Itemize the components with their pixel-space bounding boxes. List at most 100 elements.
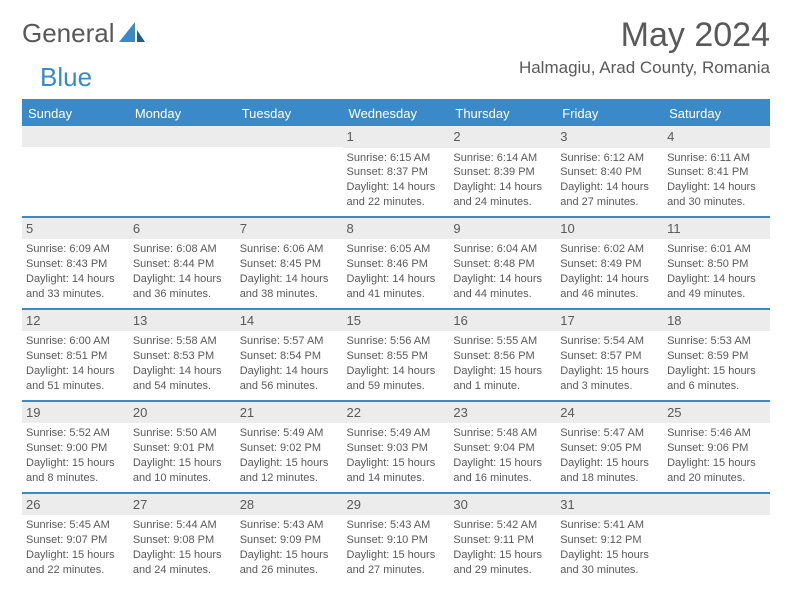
day-number: 9 xyxy=(449,218,556,240)
day-details: Sunrise: 6:06 AMSunset: 8:45 PMDaylight:… xyxy=(240,242,339,301)
day-number: 6 xyxy=(129,218,236,240)
month-title: May 2024 xyxy=(519,18,770,52)
day-cell: 23Sunrise: 5:48 AMSunset: 9:04 PMDayligh… xyxy=(449,402,556,493)
sunrise-line: Sunrise: 6:08 AM xyxy=(133,243,217,255)
sunrise-line: Sunrise: 5:52 AM xyxy=(26,427,110,439)
week-row: 1 Sunrise: 6:15 AMSunset: 8:37 PMDaylight… xyxy=(22,126,770,217)
sunset-line: Sunset: 9:09 PM xyxy=(240,534,321,546)
day-cell: 29Sunrise: 5:43 AMSunset: 9:10 PMDayligh… xyxy=(343,494,450,584)
day-cell: 19Sunrise: 5:52 AMSunset: 9:00 PMDayligh… xyxy=(22,402,129,493)
day-number: 12 xyxy=(22,310,129,332)
day-cell xyxy=(129,126,236,217)
daylight-line: Daylight: 15 hours and 10 minutes. xyxy=(133,457,222,484)
sunrise-line: Sunrise: 5:49 AM xyxy=(240,427,324,439)
sunrise-line: Sunrise: 5:57 AM xyxy=(240,335,324,347)
sunset-line: Sunset: 8:49 PM xyxy=(560,258,641,270)
sunset-line: Sunset: 9:07 PM xyxy=(26,534,107,546)
header-tuesday: Tuesday xyxy=(236,101,343,126)
week-row: 19Sunrise: 5:52 AMSunset: 9:00 PMDayligh… xyxy=(22,402,770,493)
day-cell: 15Sunrise: 5:56 AMSunset: 8:55 PMDayligh… xyxy=(343,310,450,401)
day-details: Sunrise: 6:09 AMSunset: 8:43 PMDaylight:… xyxy=(26,242,125,301)
day-cell xyxy=(663,494,770,584)
day-cell: 22Sunrise: 5:49 AMSunset: 9:03 PMDayligh… xyxy=(343,402,450,493)
day-cell: 24Sunrise: 5:47 AMSunset: 9:05 PMDayligh… xyxy=(556,402,663,493)
daylight-line: Daylight: 14 hours and 49 minutes. xyxy=(667,273,756,300)
daylight-line: Daylight: 15 hours and 8 minutes. xyxy=(26,457,115,484)
sunrise-line: Sunrise: 5:41 AM xyxy=(560,519,644,531)
daylight-line: Daylight: 14 hours and 33 minutes. xyxy=(26,273,115,300)
daylight-line: Daylight: 14 hours and 22 minutes. xyxy=(347,181,436,208)
day-number: 11 xyxy=(663,218,770,240)
day-details: Sunrise: 6:05 AMSunset: 8:46 PMDaylight:… xyxy=(347,242,446,301)
sunset-line: Sunset: 8:56 PM xyxy=(453,350,534,362)
day-details: Sunrise: 5:50 AMSunset: 9:01 PMDaylight:… xyxy=(133,426,232,485)
sunrise-line: Sunrise: 5:56 AM xyxy=(347,335,431,347)
day-details: Sunrise: 5:45 AMSunset: 9:07 PMDaylight:… xyxy=(26,518,125,577)
day-cell: 6Sunrise: 6:08 AMSunset: 8:44 PMDaylight… xyxy=(129,218,236,309)
sunset-line: Sunset: 8:51 PM xyxy=(26,350,107,362)
week-row: 12Sunrise: 6:00 AMSunset: 8:51 PMDayligh… xyxy=(22,310,770,401)
daylight-line: Daylight: 14 hours and 56 minutes. xyxy=(240,365,329,392)
day-number: 17 xyxy=(556,310,663,332)
sunset-line: Sunset: 8:48 PM xyxy=(453,258,534,270)
day-details: Sunrise: 5:54 AMSunset: 8:57 PMDaylight:… xyxy=(560,334,659,393)
day-cell: 26Sunrise: 5:45 AMSunset: 9:07 PMDayligh… xyxy=(22,494,129,584)
day-number: 28 xyxy=(236,494,343,516)
day-details: Sunrise: 5:44 AMSunset: 9:08 PMDaylight:… xyxy=(133,518,232,577)
day-number: 31 xyxy=(556,494,663,516)
daylight-line: Daylight: 14 hours and 27 minutes. xyxy=(560,181,649,208)
day-cell: 3Sunrise: 6:12 AMSunset: 8:40 PMDaylight… xyxy=(556,126,663,217)
day-cell: 14Sunrise: 5:57 AMSunset: 8:54 PMDayligh… xyxy=(236,310,343,401)
sunset-line: Sunset: 8:46 PM xyxy=(347,258,428,270)
day-cell xyxy=(22,126,129,217)
sunset-line: Sunset: 8:57 PM xyxy=(560,350,641,362)
daylight-line: Daylight: 15 hours and 18 minutes. xyxy=(560,457,649,484)
sunset-line: Sunset: 9:04 PM xyxy=(453,442,534,454)
daylight-line: Daylight: 14 hours and 51 minutes. xyxy=(26,365,115,392)
day-cell: 30Sunrise: 5:42 AMSunset: 9:11 PMDayligh… xyxy=(449,494,556,584)
sunset-line: Sunset: 9:02 PM xyxy=(240,442,321,454)
day-cell xyxy=(236,126,343,217)
day-number: 22 xyxy=(343,402,450,424)
day-details: Sunrise: 6:11 AMSunset: 8:41 PMDaylight:… xyxy=(667,151,766,210)
day-cell: 13Sunrise: 5:58 AMSunset: 8:53 PMDayligh… xyxy=(129,310,236,401)
sunrise-line: Sunrise: 5:48 AM xyxy=(453,427,537,439)
day-number: 16 xyxy=(449,310,556,332)
day-details: Sunrise: 5:47 AMSunset: 9:05 PMDaylight:… xyxy=(560,426,659,485)
sunset-line: Sunset: 8:37 PM xyxy=(347,166,428,178)
daylight-line: Daylight: 14 hours and 24 minutes. xyxy=(453,181,542,208)
weekday-header-row: Sunday Monday Tuesday Wednesday Thursday… xyxy=(22,101,770,126)
day-details: Sunrise: 6:08 AMSunset: 8:44 PMDaylight:… xyxy=(133,242,232,301)
header-monday: Monday xyxy=(129,101,236,126)
day-number: 10 xyxy=(556,218,663,240)
day-cell: 12Sunrise: 6:00 AMSunset: 8:51 PMDayligh… xyxy=(22,310,129,401)
daylight-line: Daylight: 15 hours and 20 minutes. xyxy=(667,457,756,484)
sunset-line: Sunset: 9:00 PM xyxy=(26,442,107,454)
day-number: 4 xyxy=(663,126,770,148)
day-cell: 11Sunrise: 6:01 AMSunset: 8:50 PMDayligh… xyxy=(663,218,770,309)
day-number: 3 xyxy=(556,126,663,148)
sunset-line: Sunset: 8:50 PM xyxy=(667,258,748,270)
calendar-body: 1 Sunrise: 6:15 AMSunset: 8:37 PMDaylight… xyxy=(22,126,770,584)
day-number: 1 xyxy=(343,126,450,148)
day-details: Sunrise: 6:04 AMSunset: 8:48 PMDaylight:… xyxy=(453,242,552,301)
sunrise-line: Sunrise: 5:45 AM xyxy=(26,519,110,531)
sunset-line: Sunset: 9:08 PM xyxy=(133,534,214,546)
sunrise-line: Sunrise: 5:49 AM xyxy=(347,427,431,439)
sunset-line: Sunset: 8:41 PM xyxy=(667,166,748,178)
day-details: Sunrise: 6:15 AMSunset: 8:37 PMDaylight:… xyxy=(347,151,446,210)
week-row: 26Sunrise: 5:45 AMSunset: 9:07 PMDayligh… xyxy=(22,494,770,584)
day-number: 20 xyxy=(129,402,236,424)
sunrise-line: Sunrise: 5:54 AM xyxy=(560,335,644,347)
sunset-line: Sunset: 9:12 PM xyxy=(560,534,641,546)
sunrise-line: Sunrise: 5:55 AM xyxy=(453,335,537,347)
sunrise-line: Sunrise: 5:50 AM xyxy=(133,427,217,439)
sunrise-line: Sunrise: 5:58 AM xyxy=(133,335,217,347)
daylight-line: Daylight: 14 hours and 59 minutes. xyxy=(347,365,436,392)
day-number: 25 xyxy=(663,402,770,424)
day-details: Sunrise: 6:14 AMSunset: 8:39 PMDaylight:… xyxy=(453,151,552,210)
day-details: Sunrise: 5:53 AMSunset: 8:59 PMDaylight:… xyxy=(667,334,766,393)
day-details: Sunrise: 5:48 AMSunset: 9:04 PMDaylight:… xyxy=(453,426,552,485)
day-details: Sunrise: 5:43 AMSunset: 9:09 PMDaylight:… xyxy=(240,518,339,577)
daylight-line: Daylight: 14 hours and 30 minutes. xyxy=(667,181,756,208)
